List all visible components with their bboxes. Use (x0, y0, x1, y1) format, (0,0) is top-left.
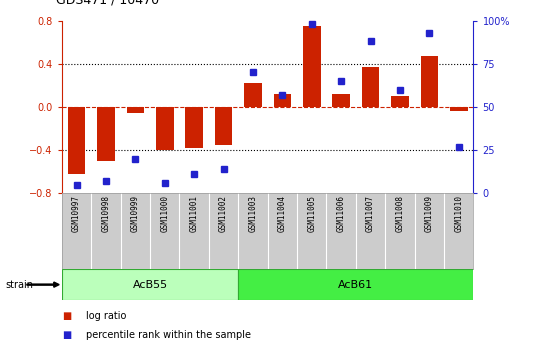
Text: GSM10998: GSM10998 (102, 196, 110, 233)
Text: GSM11005: GSM11005 (307, 196, 316, 233)
Text: GDS471 / 10470: GDS471 / 10470 (56, 0, 160, 7)
Text: strain: strain (5, 280, 33, 289)
Text: ■: ■ (62, 330, 71, 339)
Text: GSM11007: GSM11007 (366, 196, 375, 233)
Bar (303, 26, 321, 107)
Bar (244, 83, 262, 107)
Text: GSM11001: GSM11001 (190, 196, 199, 233)
Text: AcB61: AcB61 (338, 280, 373, 289)
Text: ■: ■ (62, 311, 71, 321)
Text: GSM11008: GSM11008 (395, 196, 405, 233)
Text: GSM11006: GSM11006 (337, 196, 345, 233)
Text: GSM11010: GSM11010 (454, 196, 463, 233)
Text: GSM11003: GSM11003 (249, 196, 258, 233)
Text: percentile rank within the sample: percentile rank within the sample (86, 330, 251, 339)
Bar (362, 67, 379, 107)
Bar (68, 107, 86, 174)
Text: GSM11000: GSM11000 (160, 196, 169, 233)
Bar (97, 107, 115, 161)
Bar (185, 107, 203, 148)
Text: GSM10997: GSM10997 (72, 196, 81, 233)
Bar (126, 107, 144, 114)
Bar (215, 107, 232, 145)
Bar (273, 94, 291, 107)
Text: GSM11009: GSM11009 (425, 196, 434, 233)
Text: AcB55: AcB55 (132, 280, 168, 289)
Bar (238, 269, 473, 300)
Bar (156, 107, 174, 150)
Bar (421, 56, 438, 107)
Bar (450, 107, 468, 111)
Text: log ratio: log ratio (86, 311, 126, 321)
Bar (332, 94, 350, 107)
Bar (62, 269, 238, 300)
Bar (391, 96, 409, 107)
Text: GSM11002: GSM11002 (219, 196, 228, 233)
Text: GSM10999: GSM10999 (131, 196, 140, 233)
Text: GSM11004: GSM11004 (278, 196, 287, 233)
